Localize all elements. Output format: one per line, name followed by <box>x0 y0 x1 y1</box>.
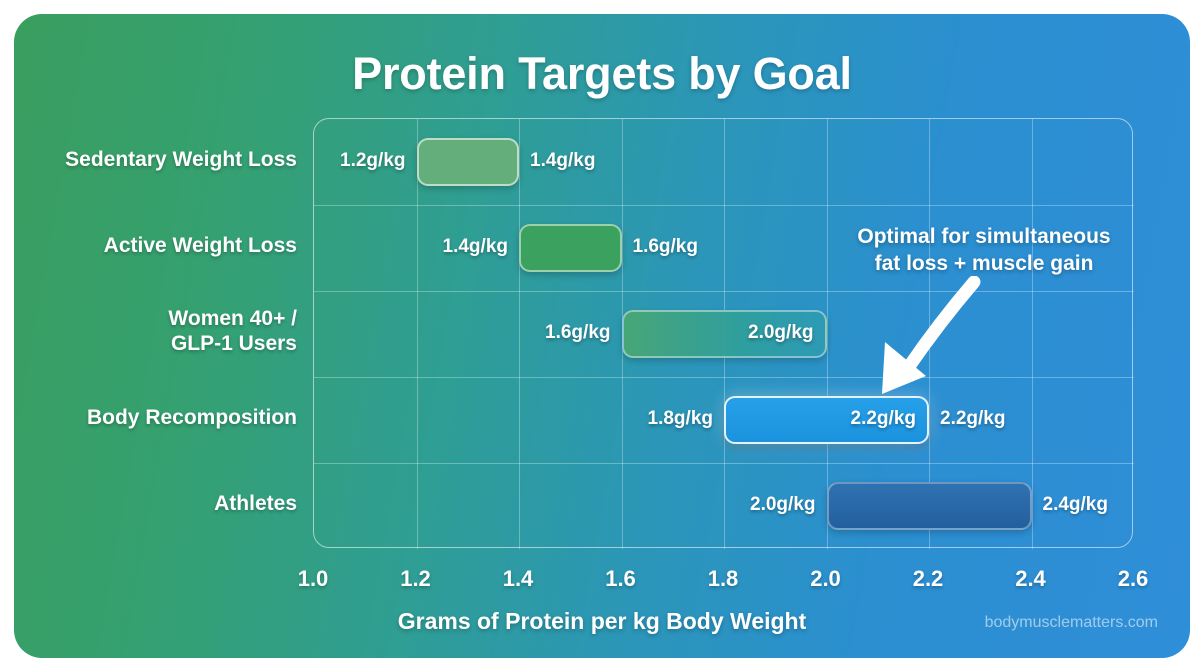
gridline-vertical <box>826 119 828 549</box>
gridline-vertical <box>1031 119 1033 549</box>
x-axis-tick: 1.6 <box>605 566 636 591</box>
infographic-card: Protein Targets by Goal Sedentary Weight… <box>14 14 1190 658</box>
bar-end-label: 2.4g/kg <box>1042 494 1108 515</box>
gridline-vertical <box>416 119 418 549</box>
y-axis-label: Active Weight Loss <box>22 234 297 259</box>
bar-3 <box>621 310 827 358</box>
plot-area <box>313 118 1134 549</box>
bar-outside-label: 2.2g/kg <box>940 408 1006 429</box>
bar-start-label: 1.6g/kg <box>545 322 611 343</box>
bar-1 <box>416 138 519 186</box>
x-axis-tick: 2.4 <box>1015 566 1046 591</box>
bar-start-label: 1.2g/kg <box>340 150 406 171</box>
bar-start-label: 1.4g/kg <box>442 236 508 257</box>
x-axis-tick: 1.4 <box>502 566 534 591</box>
y-axis-label: Body Recomposition <box>22 406 297 431</box>
x-axis-tick: 1.0 <box>297 566 329 591</box>
x-axis-tick: 1.8 <box>707 566 739 591</box>
y-axis-label-line: Body Recomposition <box>86 406 297 429</box>
page-title: Protein Targets by Goal <box>352 48 852 99</box>
gridline-horizontal <box>314 463 1134 464</box>
bar-end-label: 2.0g/kg <box>748 322 814 343</box>
bar-4 <box>724 396 929 444</box>
bar-start-label: 1.8g/kg <box>647 408 713 429</box>
annotation-line-2: fat loss + muscle gain <box>874 251 1094 275</box>
annotation-callout: Optimal for simultaneous fat loss + musc… <box>834 224 1134 278</box>
y-axis-label: Women 40+ / GLP-1 Users <box>22 307 297 357</box>
x-axis-tick: 1.2 <box>400 566 431 591</box>
x-axis-tick: 2.6 <box>1117 566 1149 591</box>
x-axis-tick: 2.0 <box>810 566 841 591</box>
bar-end-label: 1.6g/kg <box>632 236 698 257</box>
bar-start-label: 2.0g/kg <box>750 494 816 515</box>
y-axis-label-line: Sedentary Weight Loss <box>65 148 297 171</box>
bar-end-label: 1.4g/kg <box>530 150 596 171</box>
gridline-vertical <box>519 119 520 549</box>
gridline-horizontal <box>314 205 1134 206</box>
y-axis-label-line: Active Weight Loss <box>103 234 297 257</box>
x-axis-title: Grams of Protein per kg Body Weight <box>397 608 807 634</box>
y-axis-label-line: Women 40+ / <box>168 307 297 330</box>
curved-arrow-icon <box>882 276 981 394</box>
x-axis-tick: 2.2 <box>912 566 944 591</box>
watermark: bodymusclematters.com <box>984 614 1158 631</box>
annotation-line-1: Optimal for simultaneous <box>857 225 1111 248</box>
gridline-horizontal <box>314 291 1134 292</box>
y-axis-label-line: Athletes <box>214 492 297 515</box>
y-axis-label: Athletes <box>22 492 297 517</box>
bar-5 <box>826 482 1032 530</box>
y-axis-label-line: GLP-1 Users <box>170 331 297 355</box>
gridline-horizontal <box>314 377 1134 378</box>
bar-end-label: 2.2g/kg <box>850 408 916 429</box>
y-axis-label: Sedentary Weight Loss <box>22 148 297 173</box>
bar-2 <box>519 224 622 272</box>
